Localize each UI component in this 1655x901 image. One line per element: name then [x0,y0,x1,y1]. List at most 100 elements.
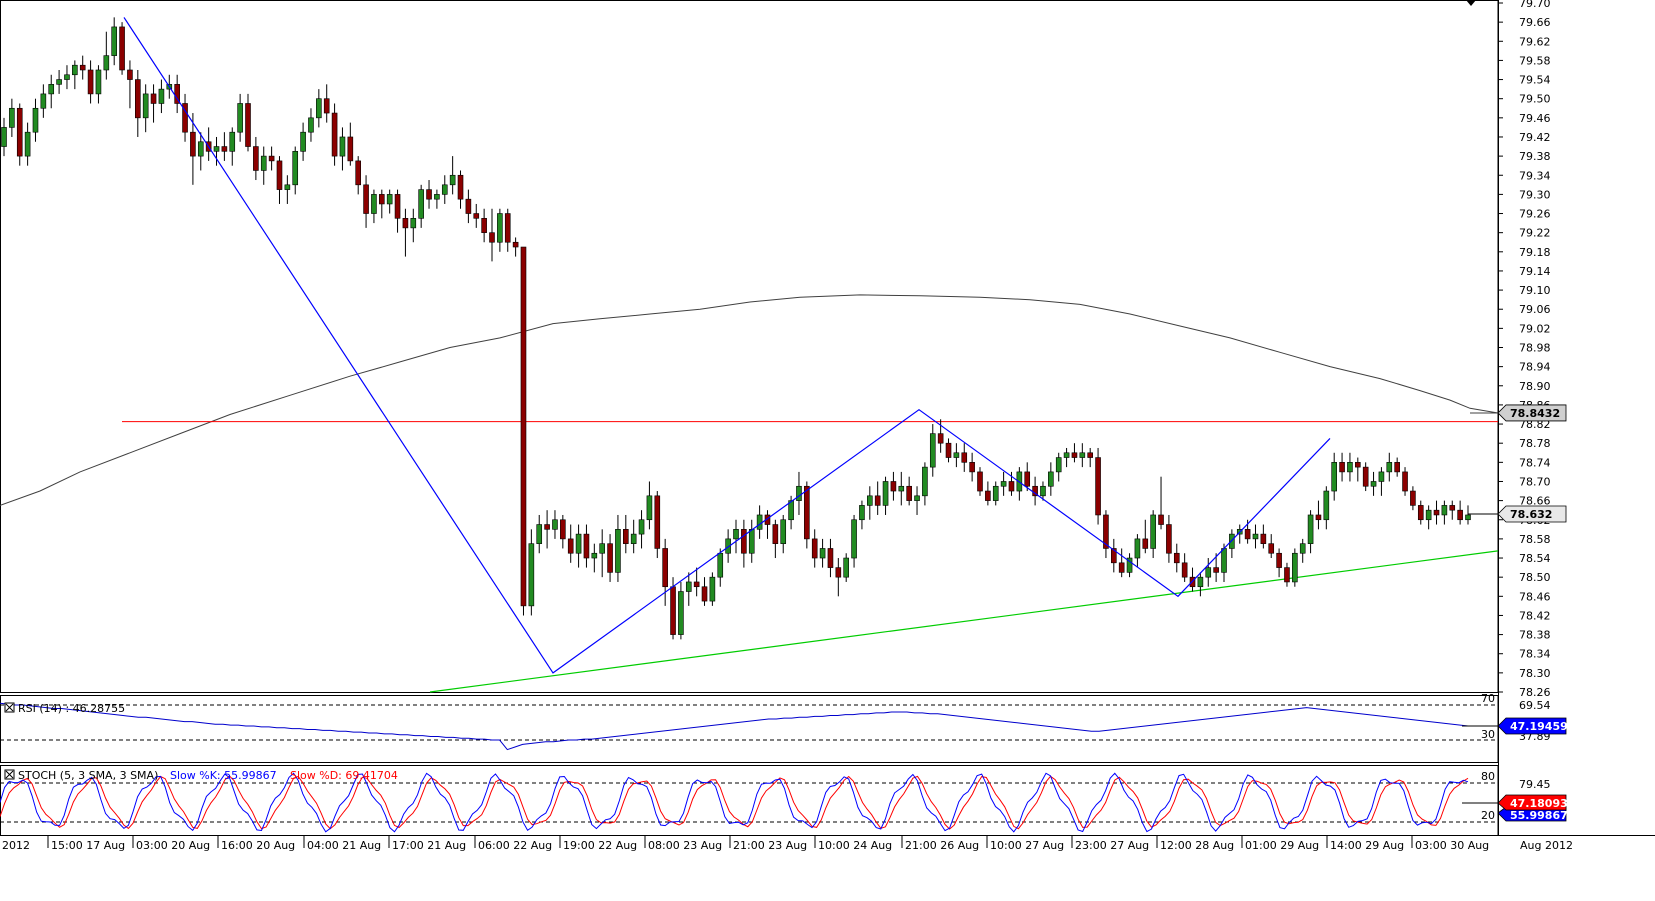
bear-candle-body [379,194,385,205]
candle [268,146,275,171]
candle [780,514,787,554]
bear-candle-body [741,529,747,554]
candle [1394,457,1400,477]
stoch-level-label: 20 [1481,809,1495,822]
candle [945,438,952,463]
candle [520,246,527,616]
bull-candle-body [1323,490,1330,521]
stoch-label: STOCH (5, 3 SMA, 3 SMA) [18,769,158,782]
bear-candle-body [1087,452,1093,458]
candle [772,519,779,559]
bull-candle-body [32,107,39,133]
bull-candle-body [709,576,716,602]
candle [363,175,369,228]
candle [1276,548,1282,578]
candle [953,443,960,468]
rsi-level-label: 69.54 [1519,699,1551,712]
candle [638,510,645,549]
price-tick-label: 79.66 [1519,16,1551,29]
candle [355,156,361,195]
bull-candle-body [1307,514,1314,544]
stoch-d-label: Slow %D: 69.41704 [290,769,398,782]
candle [40,84,47,118]
bear-candle-body [835,567,842,578]
price-tick-label: 79.58 [1519,54,1551,67]
candle [733,519,739,554]
candle [9,98,15,137]
price-tick-label: 78.58 [1519,533,1551,546]
candle [1166,514,1172,563]
stoch-panel: STOCH (5, 3 SMA, 3 SMA) Slow %K: 55.99867… [0,765,1568,836]
candle [1284,562,1290,587]
bull-candle-body [725,538,731,554]
bull-candle-body [992,485,999,501]
price-tick-label: 79.30 [1519,188,1551,201]
candle [64,65,70,90]
candle [441,175,448,204]
candle [481,208,487,243]
candle [756,505,763,539]
candle [1173,543,1180,573]
candle [827,538,834,578]
candle [245,93,251,152]
bull-candle-body [867,495,873,506]
price-tick-label: 78.70 [1519,475,1551,488]
candle [497,208,503,252]
time-tick-label: 15:00 17 Aug [51,839,125,852]
candle [158,79,165,114]
bear-candle-body [945,442,952,458]
bull-candle-body [796,485,802,501]
candle [701,577,708,606]
price-tick-label: 79.70 [1519,0,1551,10]
bear-candle-body [827,548,834,568]
candle [418,184,424,228]
time-tick-label: 14:00 29 Aug [1330,839,1404,852]
price-tick-label: 79.50 [1519,93,1551,106]
candle [929,424,936,477]
bull-candle-body [410,218,417,229]
candle [379,189,385,219]
main-panel-frame [0,0,1499,693]
candle [977,467,983,496]
candle [465,189,472,224]
time-tick-label: Aug 2012 [1520,839,1573,852]
candle [103,31,110,80]
rsi-value-tag-text: 47.19459 [1510,720,1568,733]
candle [284,175,291,204]
bear-candle-body [1213,567,1219,573]
rsi-collapse-icon-x [5,703,14,712]
bull-candle-body [371,194,377,214]
candle [142,84,149,133]
bear-candle-body [662,548,668,588]
bull-candle-body [237,103,243,133]
candle [308,108,314,142]
stoch-k-line [0,772,1469,833]
bull-candle-body [95,69,102,95]
time-tick-label: 16:00 20 Aug [221,839,295,852]
candle [678,581,684,640]
bull-candle-body [1331,462,1337,492]
candle [654,491,661,559]
candle [1339,452,1345,482]
bear-candle-body [1142,538,1149,549]
candle [1197,572,1204,597]
candle [1111,538,1117,573]
candle [434,189,440,209]
ma-value-tag-text: 78.8432 [1510,407,1560,420]
bear-candle-body [1118,562,1125,573]
candle [992,481,999,506]
price-tick-label: 78.46 [1519,590,1551,603]
candle [512,237,519,257]
bear-candle-body [355,160,361,186]
bull-candle-body [1134,538,1141,559]
current-price-tag: 78.632 [1497,505,1567,523]
bull-candle-body [717,552,724,578]
main-panel [0,0,1499,693]
candle [1055,452,1062,482]
bull-candle-body [914,495,920,501]
candle [1000,471,1007,496]
bull-candle-body [9,107,15,128]
candle [1449,500,1456,520]
bull-candle-body [441,184,448,195]
